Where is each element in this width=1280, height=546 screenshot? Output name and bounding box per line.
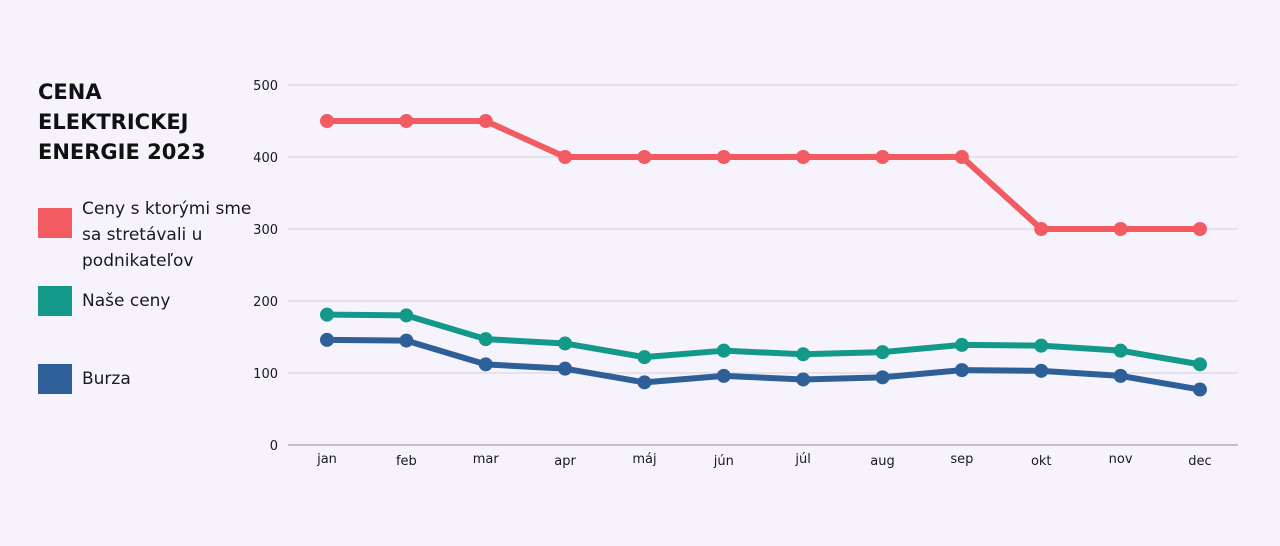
x-axis-ticks: jan feb mar apr máj jún júl aug sep okt nov dec: [316, 452, 1212, 469]
data-point: [637, 375, 652, 390]
y-tick-label: 0: [270, 439, 278, 454]
data-point: [875, 150, 890, 164]
legend-label-podnikatelia: Ceny s ktorými sme sa stretávali u podni…: [82, 199, 252, 271]
data-point: [1113, 222, 1128, 236]
x-tick-label: jún: [713, 454, 734, 469]
x-tick-label: jan: [316, 452, 337, 467]
data-point: [1192, 382, 1207, 397]
data-point: [1034, 338, 1049, 353]
x-tick-label: máj: [632, 452, 656, 467]
x-tick-label: dec: [1188, 454, 1211, 469]
data-point: [1034, 222, 1049, 236]
data-point: [558, 336, 573, 351]
data-point: [954, 363, 969, 378]
x-tick-label: sep: [950, 452, 973, 467]
data-point: [1113, 343, 1128, 358]
data-point: [478, 357, 493, 372]
series-line: [324, 118, 1203, 232]
data-point: [399, 308, 414, 323]
series-lines: [320, 114, 1207, 397]
data-point: [399, 333, 414, 348]
y-tick-label: 100: [253, 367, 278, 382]
data-point: [954, 150, 969, 164]
data-point: [558, 361, 573, 376]
grid-lines: [288, 84, 1238, 446]
data-point: [716, 343, 731, 358]
x-tick-label: apr: [554, 454, 576, 469]
data-point: [637, 350, 652, 365]
data-point: [796, 150, 811, 164]
legend-swatch-podnikatelia: [38, 208, 72, 238]
x-tick-label: júl: [794, 452, 810, 467]
data-point: [1192, 222, 1207, 236]
legend-item-burza: Burza: [38, 364, 258, 396]
data-point: [1113, 368, 1128, 383]
data-point: [716, 150, 731, 164]
x-tick-label: okt: [1031, 454, 1052, 469]
data-point: [1192, 357, 1207, 372]
data-point: [478, 332, 493, 347]
series-0: [320, 114, 1207, 236]
legend-swatch-nase-ceny: [38, 286, 72, 316]
data-point: [954, 337, 969, 352]
chart-title: CENA ELEKTRICKEJ ENERGIE 2023: [38, 80, 206, 164]
data-point: [320, 332, 334, 347]
x-tick-label: nov: [1109, 452, 1133, 467]
y-tick-label: 300: [253, 223, 278, 238]
legend-item-podnikatelia: Ceny s ktorými sme sa stretávali u podni…: [38, 196, 258, 276]
data-point: [875, 345, 890, 360]
legend-label-nase-ceny: Naše ceny: [82, 291, 171, 311]
legend-item-nase-ceny: Naše ceny: [38, 286, 258, 318]
y-tick-label: 500: [253, 79, 278, 94]
legend-label-burza: Burza: [82, 369, 131, 389]
series-line: [324, 336, 1203, 393]
y-tick-label: 400: [253, 151, 278, 166]
data-point: [796, 347, 811, 362]
data-point: [320, 114, 334, 128]
data-point: [399, 114, 414, 128]
series-1: [320, 307, 1207, 372]
x-tick-label: mar: [473, 452, 500, 467]
data-point: [875, 370, 890, 385]
data-point: [320, 307, 334, 322]
data-point: [637, 150, 652, 164]
series-2: [320, 332, 1207, 397]
data-point: [716, 368, 731, 383]
x-tick-label: feb: [396, 454, 417, 469]
series-line: [324, 311, 1203, 368]
legend-swatch-burza: [38, 364, 72, 394]
data-point: [478, 114, 493, 128]
x-tick-label: aug: [870, 454, 894, 469]
data-point: [796, 372, 811, 387]
y-tick-label: 200: [253, 295, 278, 310]
data-point: [1034, 363, 1049, 378]
data-point: [558, 150, 573, 164]
y-axis-ticks: 0 100 200 300 400 500: [253, 79, 278, 454]
